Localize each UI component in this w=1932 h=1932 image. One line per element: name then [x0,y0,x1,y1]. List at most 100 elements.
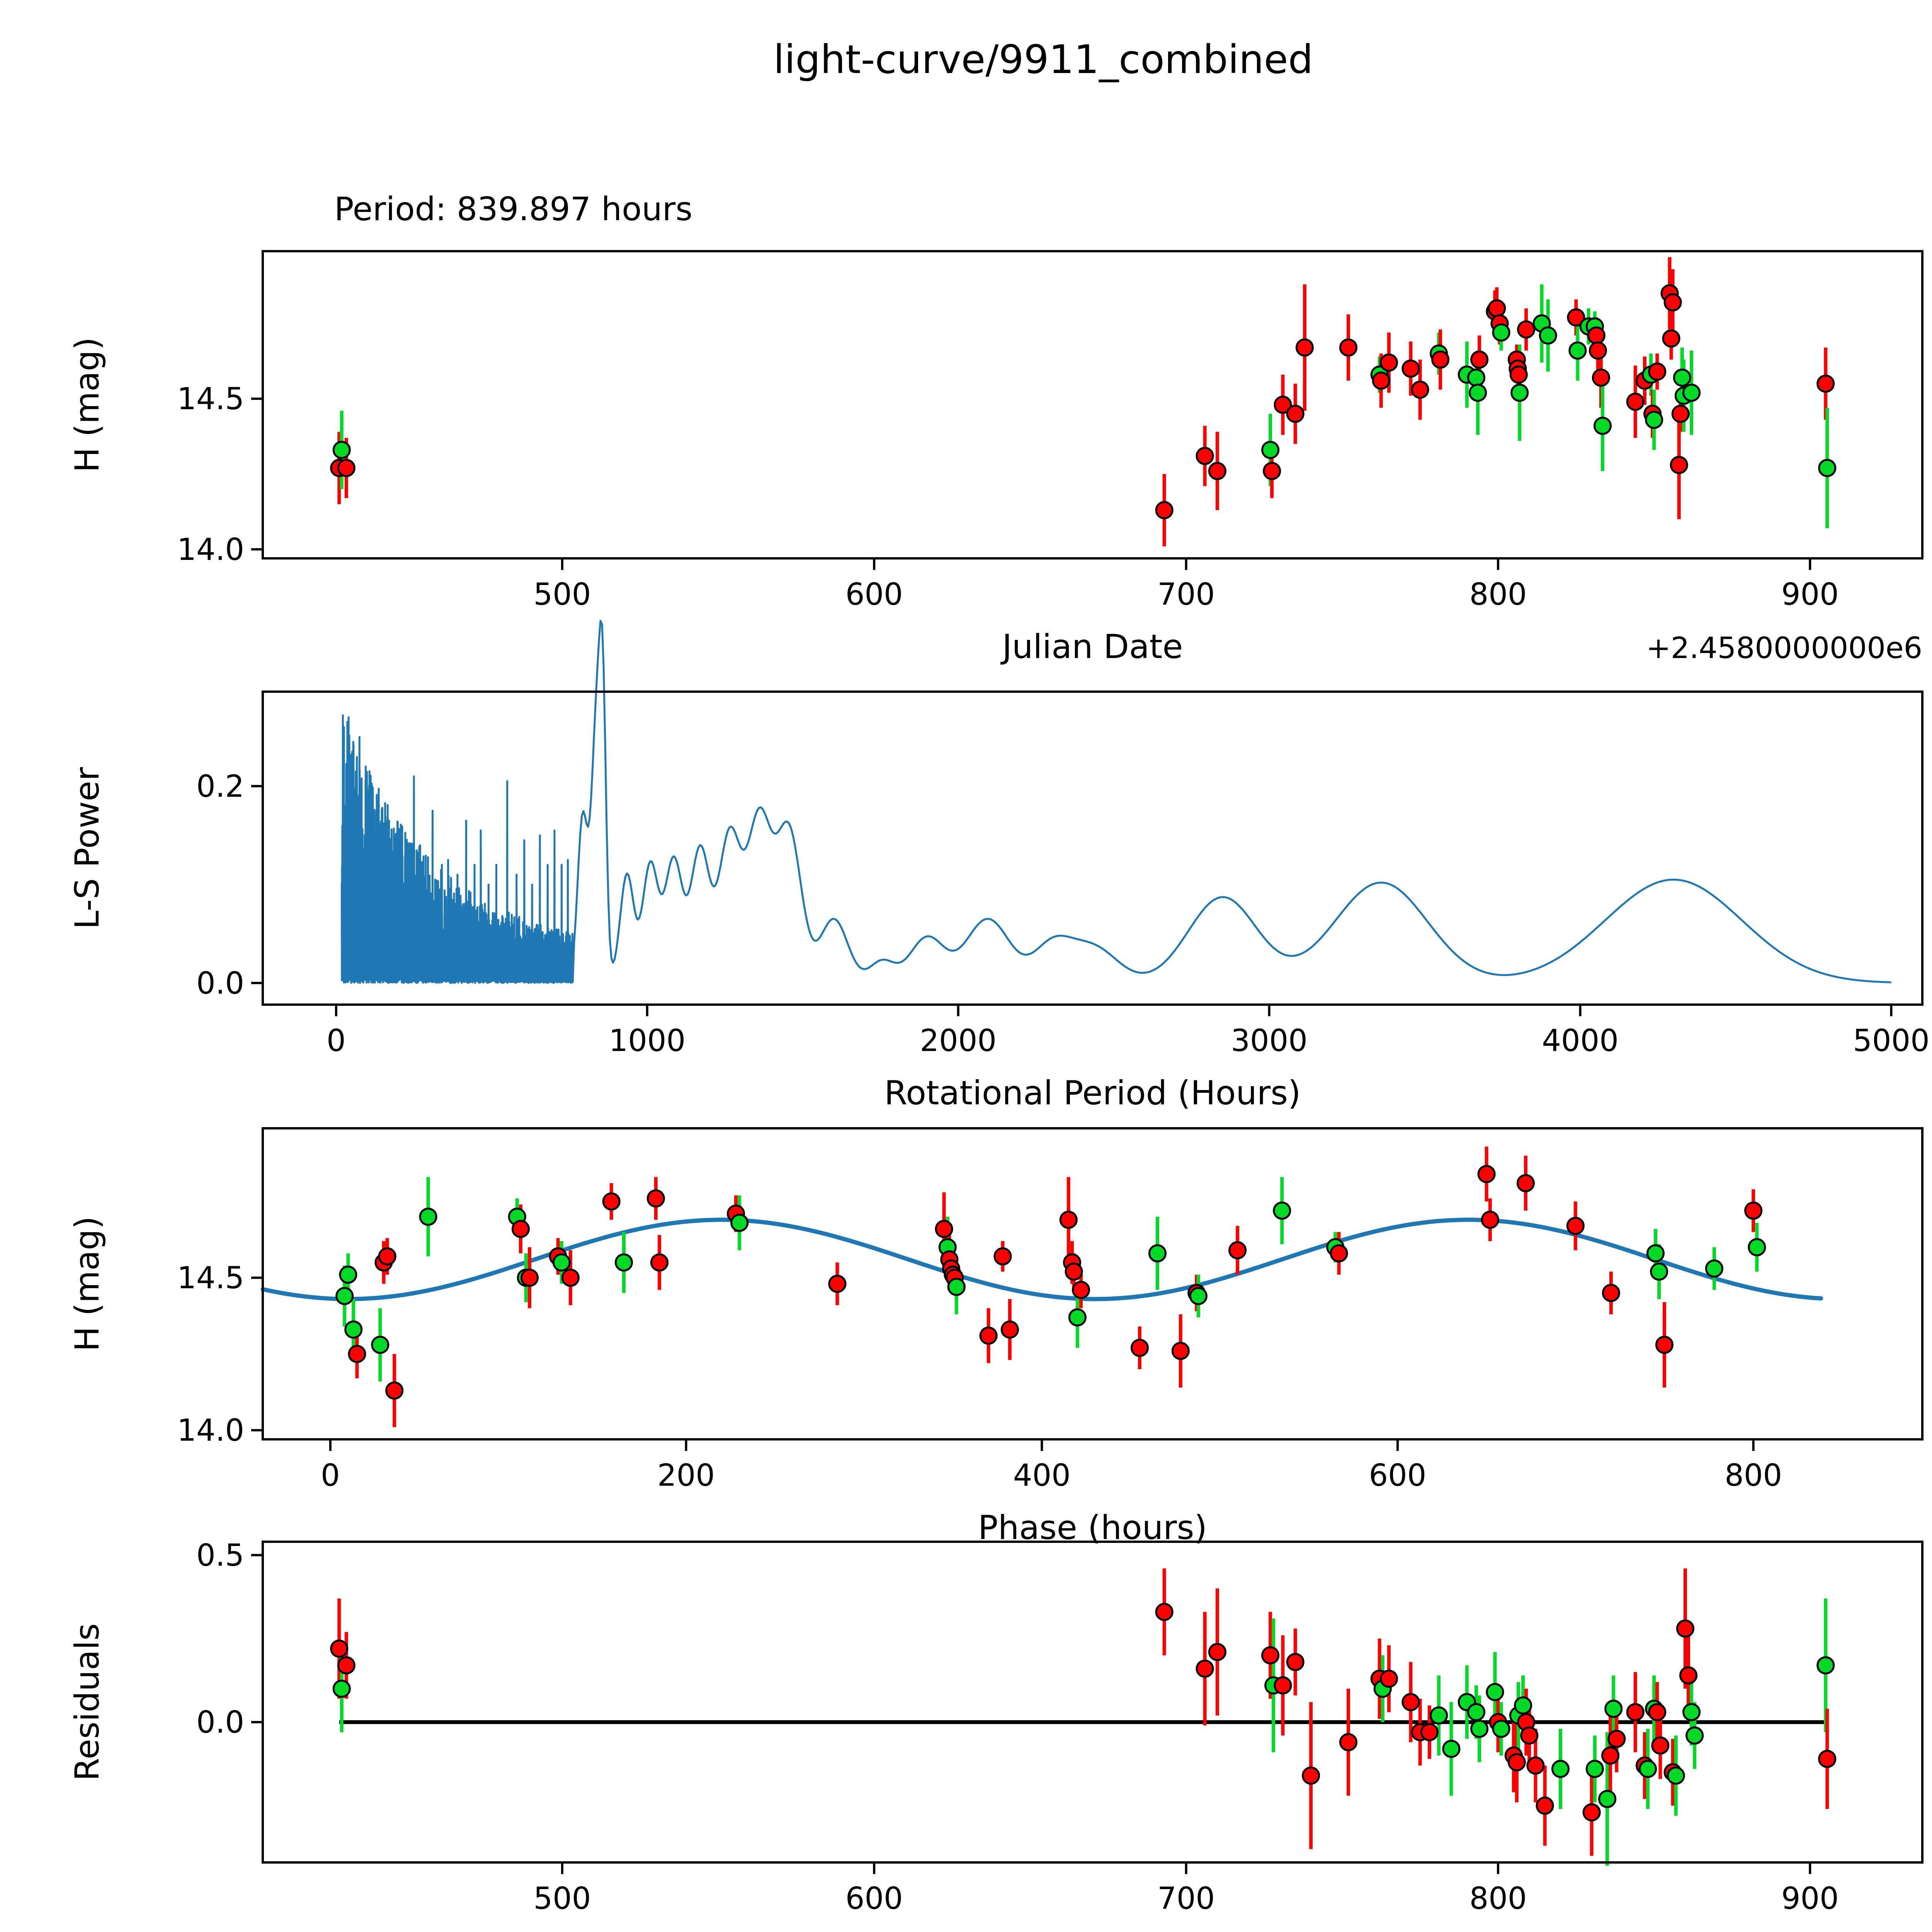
data-point-green [339,1265,357,1284]
y-axis-label: H (mag) [68,337,107,472]
data-point-red [1196,447,1214,465]
y-axis-label: H (mag) [68,1216,107,1351]
data-point-red [561,1269,580,1287]
data-point-red [520,1269,539,1287]
data-point-green [332,1679,351,1698]
data-point-red [1286,405,1304,423]
data-point-red [1263,462,1281,480]
data-point-red [1072,1281,1090,1299]
y-tick-label: 0.5 [196,1538,244,1573]
data-point-red [337,459,355,477]
data-point-green [1646,1244,1665,1263]
data-point-green [1442,1740,1461,1758]
data-point-red [1588,341,1607,360]
data-point-red [1818,1750,1837,1768]
data-point-red [1651,1736,1670,1755]
data-point-green [1148,1244,1167,1263]
data-point-green [1682,1703,1701,1721]
data-point-red [1372,371,1390,390]
x-tick-label: 5000 [1853,1024,1930,1058]
data-point-green [335,1287,354,1305]
x-tick-label: 800 [1725,1458,1782,1493]
data-point-red [1401,359,1420,378]
data-point-red [1196,1660,1214,1678]
data-point-red [1626,393,1645,411]
data-point-green [1645,410,1663,429]
data-point-red [1607,1730,1626,1748]
period-annotation: Period: 839.897 hours [334,190,693,228]
x-tick-label: 500 [534,1881,591,1916]
y-tick-label: 14.0 [177,532,244,567]
data-point-green [419,1208,437,1226]
data-point-green [371,1335,389,1354]
x-tick-label: 800 [1469,577,1527,612]
data-point-red [993,1247,1012,1265]
data-point-green [1510,383,1529,402]
data-point-red [1744,1201,1763,1220]
data-point-red [1507,1753,1526,1772]
data-point-green [1514,1696,1532,1715]
data-point-red [1065,1262,1083,1281]
data-point-red [385,1381,404,1400]
data-point-green [1682,383,1701,402]
data-point-red [646,1189,665,1208]
data-point-red [1526,1756,1545,1775]
x-tick-label: 2000 [920,1024,997,1058]
data-point-green [1585,1760,1604,1778]
data-point-red [1566,1217,1585,1235]
data-point-red [1509,366,1528,384]
data-point-green [1486,1683,1504,1701]
x-tick-label: 600 [845,577,903,612]
data-point-red [1567,308,1585,327]
data-point-green [1261,440,1280,459]
axes-frame [262,1127,1923,1440]
data-point-green [1273,1201,1291,1220]
data-point-green [1551,1760,1570,1778]
panel-light_curve: 500 600 700 800 900 14.0 14.5 H (mag) Julian Dat… [68,250,1923,666]
data-point-red [828,1275,847,1293]
data-point-red [1663,293,1682,311]
data-point-red [1582,1803,1601,1821]
data-point-green [1469,383,1487,402]
data-point-green [344,1320,363,1339]
y-tick-label: 14.5 [177,382,244,417]
data-point-red [1626,1703,1645,1721]
data-point-red [1274,1676,1292,1695]
data-point-red [1286,1653,1304,1671]
data-point-green [552,1253,571,1272]
data-point-green [1818,459,1837,477]
data-point-green [1568,341,1587,360]
data-point-red [1520,1726,1539,1745]
data-point-green [1604,1699,1623,1718]
x-tick-label: 1000 [609,1024,686,1058]
data-point-red [1228,1241,1247,1260]
data-point-red [1676,1619,1694,1638]
data-point-red [650,1253,669,1272]
data-point-red [1655,1335,1674,1354]
data-point-green [1467,1703,1486,1721]
data-point-green [1650,1262,1668,1281]
data-point-green [947,1277,966,1296]
data-point-red [1000,1320,1019,1339]
x-axis-label: Julian Date [1000,628,1183,666]
data-point-red [1330,1244,1348,1263]
data-point-red [1648,362,1667,381]
data-point-red [1670,456,1688,474]
x-tick-label: 600 [845,1881,903,1916]
data-point-red [1592,368,1610,387]
data-point-red [330,1639,349,1658]
data-point-red [1379,353,1398,372]
y-tick-label: 0.2 [196,769,244,804]
x-tick-label: 0 [327,1024,346,1058]
data-point-green [1189,1287,1208,1305]
y-axis-label: L-S Power [68,767,107,929]
x-tick-label: 200 [657,1458,715,1493]
data-point-red [1481,1211,1499,1229]
data-point-red [1155,501,1173,519]
data-point-red [1648,1703,1667,1721]
data-point-red [1379,1669,1398,1688]
data-point-red [1420,1723,1439,1742]
